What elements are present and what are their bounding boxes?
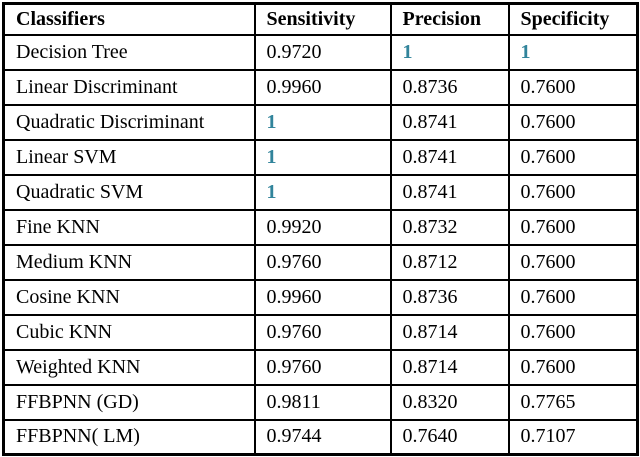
cell-sensitivity: 0.9760 xyxy=(253,313,392,351)
cell-precision: 0.8736 xyxy=(389,278,510,316)
table-row: Medium KNN 0.9760 0.8712 0.7600 xyxy=(2,243,639,281)
cell-precision: 0.8741 xyxy=(389,173,510,211)
cell-sensitivity: 0.9811 xyxy=(253,383,392,421)
cell-precision: 0.8714 xyxy=(389,348,510,386)
cell-specificity: 0.7600 xyxy=(507,348,639,386)
cell-precision: 0.8736 xyxy=(389,68,510,106)
cell-specificity: 0.7600 xyxy=(507,243,639,281)
cell-precision: 0.8714 xyxy=(389,313,510,351)
table-row: Quadratic Discriminant 1 0.8741 0.7600 xyxy=(2,103,639,141)
cell-specificity: 0.7600 xyxy=(507,173,639,211)
header-cell-sensitivity: Sensitivity xyxy=(253,2,392,36)
table-row: Fine KNN 0.9920 0.8732 0.7600 xyxy=(2,208,639,246)
cell-classifier: FFBPNN (GD) xyxy=(2,383,256,421)
cell-sensitivity: 0.9760 xyxy=(253,348,392,386)
cell-classifier: FFBPNN( LM) xyxy=(2,418,256,456)
cell-sensitivity: 1 xyxy=(253,103,392,141)
cell-specificity: 0.7600 xyxy=(507,138,639,176)
header-cell-precision: Precision xyxy=(389,2,510,36)
table-row: FFBPNN (GD) 0.9811 0.8320 0.7765 xyxy=(2,383,639,421)
cell-classifier: Quadratic Discriminant xyxy=(2,103,256,141)
cell-sensitivity: 0.9720 xyxy=(253,33,392,71)
cell-classifier: Cosine KNN xyxy=(2,278,256,316)
cell-classifier: Cubic KNN xyxy=(2,313,256,351)
cell-specificity: 0.7600 xyxy=(507,313,639,351)
cell-classifier: Medium KNN xyxy=(2,243,256,281)
table-row: Linear Discriminant 0.9960 0.8736 0.7600 xyxy=(2,68,639,106)
cell-precision: 1 xyxy=(389,33,510,71)
cell-classifier: Linear SVM xyxy=(2,138,256,176)
table-body: Decision Tree 0.9720 1 1 Linear Discriminant… xyxy=(2,33,639,456)
cell-sensitivity: 0.9960 xyxy=(253,278,392,316)
cell-precision: 0.8741 xyxy=(389,138,510,176)
cell-classifier: Quadratic SVM xyxy=(2,173,256,211)
cell-precision: 0.8732 xyxy=(389,208,510,246)
cell-sensitivity: 1 xyxy=(253,138,392,176)
table-row: Linear SVM 1 0.8741 0.7600 xyxy=(2,138,639,176)
table-row: Cosine KNN 0.9960 0.8736 0.7600 xyxy=(2,278,639,316)
cell-specificity: 0.7600 xyxy=(507,103,639,141)
cell-specificity: 1 xyxy=(507,33,639,71)
table-row: FFBPNN( LM) 0.9744 0.7640 0.7107 xyxy=(2,418,639,456)
cell-sensitivity: 0.9760 xyxy=(253,243,392,281)
cell-classifier: Weighted KNN xyxy=(2,348,256,386)
cell-sensitivity: 0.9920 xyxy=(253,208,392,246)
cell-specificity: 0.7765 xyxy=(507,383,639,421)
cell-precision: 0.8741 xyxy=(389,103,510,141)
cell-precision: 0.7640 xyxy=(389,418,510,456)
cell-specificity: 0.7600 xyxy=(507,278,639,316)
cell-specificity: 0.7600 xyxy=(507,68,639,106)
table-row: Decision Tree 0.9720 1 1 xyxy=(2,33,639,71)
table-row: Weighted KNN 0.9760 0.8714 0.7600 xyxy=(2,348,639,386)
cell-classifier: Linear Discriminant xyxy=(2,68,256,106)
cell-classifier: Fine KNN xyxy=(2,208,256,246)
cell-specificity: 0.7107 xyxy=(507,418,639,456)
cell-classifier: Decision Tree xyxy=(2,33,256,71)
header-cell-specificity: Specificity xyxy=(507,2,639,36)
cell-precision: 0.8712 xyxy=(389,243,510,281)
cell-sensitivity: 1 xyxy=(253,173,392,211)
header-row: Classifiers Sensitivity Precision Specif… xyxy=(2,2,639,36)
cell-sensitivity: 0.9960 xyxy=(253,68,392,106)
header-cell-classifiers: Classifiers xyxy=(2,2,256,36)
table-row: Cubic KNN 0.9760 0.8714 0.7600 xyxy=(2,313,639,351)
cell-specificity: 0.7600 xyxy=(507,208,639,246)
cell-sensitivity: 0.9744 xyxy=(253,418,392,456)
table-row: Quadratic SVM 1 0.8741 0.7600 xyxy=(2,173,639,211)
cell-precision: 0.8320 xyxy=(389,383,510,421)
